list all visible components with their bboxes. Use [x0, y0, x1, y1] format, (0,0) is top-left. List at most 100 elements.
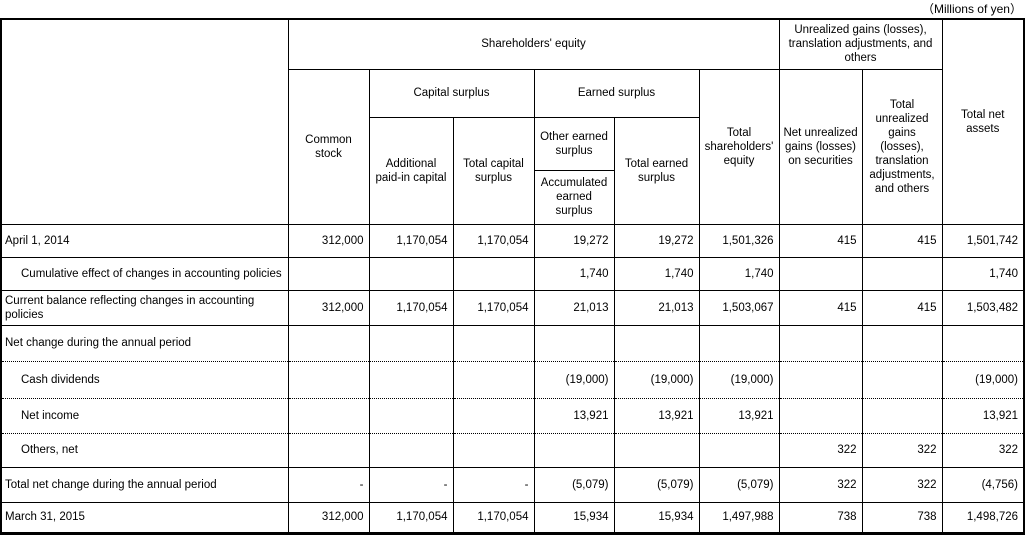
value-cell: 312,000 [287, 289, 370, 326]
table-body: April 1, 2014 312,000 1,170,054 1,170,054 19… [0, 223, 1025, 534]
value-cell: 19,272 [613, 223, 700, 258]
header-earned-surplus: Earned surplus [533, 68, 700, 118]
row-label: Cash dividends [0, 360, 289, 399]
header-net-unrealized-gains-securities: Net unrealized gains (losses) on securit… [778, 68, 863, 225]
header-total-capital-surplus: Total capital surplus [452, 116, 535, 225]
value-cell: 415 [861, 289, 943, 326]
table-row: March 31, 2015 312,000 1,170,054 1,170,054 1… [0, 501, 1025, 534]
table-row: Net income 13,921 13,921 13,921 13,921 [0, 397, 1025, 434]
value-cell: 1,501,742 [941, 223, 1025, 258]
value-cell: 1,170,054 [368, 501, 454, 534]
value-cell: 1,498,726 [941, 501, 1025, 534]
value-cell: (19,000) [941, 360, 1025, 399]
row-label: Others, net [0, 432, 289, 468]
row-label-column-header [0, 18, 289, 225]
value-cell [452, 397, 535, 434]
value-cell: 1,170,054 [368, 223, 454, 258]
statement-of-changes-in-equity-table: Shareholders' equity Unrealized gains (l… [0, 18, 1025, 535]
value-cell: - [368, 466, 454, 503]
header-additional-paid-in-capital: Additional paid-in capital [368, 116, 454, 225]
value-cell [287, 256, 370, 291]
value-cell: 322 [941, 432, 1025, 468]
value-cell: 1,497,988 [698, 501, 780, 534]
value-cell: 13,921 [941, 397, 1025, 434]
header-accumulated-earned-surplus: Accumulated earned surplus [533, 169, 615, 225]
value-cell [368, 256, 454, 291]
value-cell: 322 [778, 466, 863, 503]
value-cell: 1,740 [698, 256, 780, 291]
value-cell: 1,740 [941, 256, 1025, 291]
value-cell [941, 324, 1025, 362]
value-cell [778, 256, 863, 291]
value-cell: 1,170,054 [452, 289, 535, 326]
table-row: Total net change during the annual perio… [0, 466, 1025, 503]
header-total-net-assets: Total net assets [941, 18, 1025, 225]
value-cell: 21,013 [533, 289, 615, 326]
value-cell: 1,740 [533, 256, 615, 291]
value-cell: 312,000 [287, 223, 370, 258]
value-cell [452, 256, 535, 291]
value-cell [368, 324, 454, 362]
value-cell: 13,921 [533, 397, 615, 434]
value-cell: - [452, 466, 535, 503]
value-cell: 13,921 [613, 397, 700, 434]
header-total-shareholders-equity: Total shareholders' equity [698, 68, 780, 225]
unit-label: （Millions of yen） [921, 2, 1022, 16]
header-shareholders-equity: Shareholders' equity [287, 18, 780, 70]
value-cell: (5,079) [613, 466, 700, 503]
value-cell [613, 324, 700, 362]
value-cell: 738 [861, 501, 943, 534]
value-cell: (19,000) [613, 360, 700, 399]
value-cell: - [287, 466, 370, 503]
value-cell: (19,000) [533, 360, 615, 399]
value-cell: 1,170,054 [368, 289, 454, 326]
row-label: Cumulative effect of changes in accounti… [0, 256, 289, 291]
value-cell [861, 360, 943, 399]
value-cell: 13,921 [698, 397, 780, 434]
value-cell [452, 432, 535, 468]
header-total-earned-surplus: Total earned surplus [613, 116, 700, 225]
value-cell: (5,079) [533, 466, 615, 503]
value-cell: 1,503,067 [698, 289, 780, 326]
value-cell [368, 360, 454, 399]
value-cell: 738 [778, 501, 863, 534]
value-cell: 15,934 [613, 501, 700, 534]
row-label: Current balance reflecting changes in ac… [0, 289, 289, 326]
header-total-unrealized-gains: Total unrealized gains (losses), transla… [861, 68, 943, 225]
table-row: April 1, 2014 312,000 1,170,054 1,170,054 19… [0, 223, 1025, 258]
row-label: March 31, 2015 [0, 501, 289, 534]
value-cell [861, 397, 943, 434]
value-cell: 15,934 [533, 501, 615, 534]
table-header: Shareholders' equity Unrealized gains (l… [0, 18, 1025, 225]
value-cell [368, 397, 454, 434]
value-cell: 1,501,326 [698, 223, 780, 258]
row-label: Total net change during the annual perio… [0, 466, 289, 503]
value-cell: 19,272 [533, 223, 615, 258]
value-cell [287, 432, 370, 468]
table-row: Net change during the annual period [0, 324, 1025, 362]
row-label: Net change during the annual period [0, 324, 289, 362]
value-cell: (5,079) [698, 466, 780, 503]
value-cell: 322 [861, 432, 943, 468]
value-cell [452, 360, 535, 399]
table-row: Others, net 322 322 322 [0, 432, 1025, 468]
value-cell: 415 [861, 223, 943, 258]
value-cell: 322 [778, 432, 863, 468]
value-cell [778, 324, 863, 362]
header-common-stock: Common stock [287, 68, 370, 225]
value-cell: 1,503,482 [941, 289, 1025, 326]
value-cell: 1,740 [613, 256, 700, 291]
row-label: April 1, 2014 [0, 223, 289, 258]
value-cell [698, 324, 780, 362]
value-cell [287, 360, 370, 399]
value-cell [613, 432, 700, 468]
header-other-earned-surplus: Other earned surplus [533, 116, 615, 171]
row-label: Net income [0, 397, 289, 434]
value-cell [698, 432, 780, 468]
value-cell [287, 397, 370, 434]
value-cell [368, 432, 454, 468]
value-cell: 312,000 [287, 501, 370, 534]
value-cell: 21,013 [613, 289, 700, 326]
value-cell: 1,170,054 [452, 223, 535, 258]
